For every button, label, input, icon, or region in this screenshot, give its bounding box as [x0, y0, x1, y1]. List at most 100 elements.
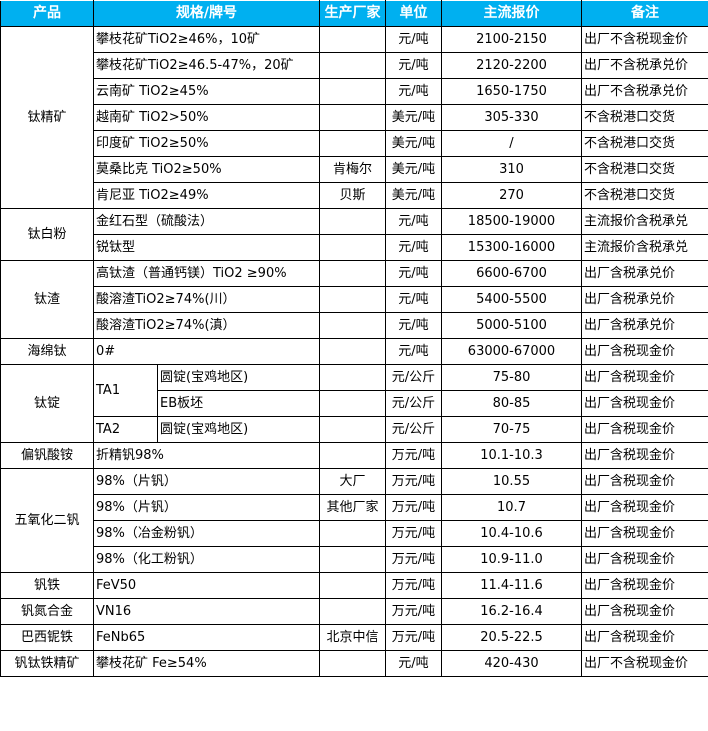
price-cell: 420-430	[441, 650, 582, 677]
maker-cell	[319, 520, 386, 547]
maker-cell	[319, 78, 386, 105]
note-cell: 出厂含税现金价	[581, 546, 708, 573]
product-cell: 钛渣	[0, 260, 94, 339]
product-cell: 钒氮合金	[0, 598, 94, 625]
unit-cell: 元/公斤	[385, 390, 442, 417]
price-cell: 5000-5100	[441, 312, 582, 339]
price-cell: 6600-6700	[441, 260, 582, 287]
unit-cell: 元/吨	[385, 78, 442, 105]
price-cell: 70-75	[441, 416, 582, 443]
maker-cell	[319, 26, 386, 53]
maker-cell	[319, 130, 386, 157]
header-unit: 单位	[385, 0, 442, 27]
spec-cell: 98%（化工粉钒）	[93, 546, 320, 573]
unit-cell: 美元/吨	[385, 104, 442, 131]
product-cell: 钛白粉	[0, 208, 94, 261]
note-cell: 不含税港口交货	[581, 182, 708, 209]
table-row: 印度矿 TiO2≥50% 美元/吨 / 不含税港口交货	[1, 130, 708, 157]
unit-cell: 万元/吨	[385, 598, 442, 625]
maker-cell	[319, 598, 386, 625]
note-cell: 出厂含税承兑价	[581, 286, 708, 313]
table-row: 钛锭 TA1 圆锭(宝鸡地区) 元/公斤 75-80 出厂含税现金价	[0, 364, 708, 443]
price-cell: 75-80	[441, 364, 582, 391]
table-row: 酸溶渣TiO2≥74%(滇） 元/吨 5000-5100 出厂含税承兑价	[1, 312, 708, 339]
maker-cell: 其他厂家	[319, 494, 386, 521]
note-cell: 主流报价含税承兑	[581, 234, 708, 261]
header-maker: 生产厂家	[319, 0, 386, 27]
maker-cell	[319, 338, 386, 365]
header-price: 主流报价	[441, 0, 582, 27]
note-cell: 出厂含税现金价	[581, 338, 708, 365]
spec-cell: 攀枝花矿 Fe≥54%	[93, 650, 320, 677]
table-row: 云南矿 TiO2≥45% 元/吨 1650-1750 出厂不含税承兑价	[1, 78, 708, 105]
unit-cell: 万元/吨	[385, 442, 442, 469]
spec-cell: 高钛渣（普通钙镁）TiO2 ≥90%	[93, 260, 320, 287]
spec-cell: 越南矿 TiO2>50%	[93, 104, 320, 131]
unit-cell: 美元/吨	[385, 182, 442, 209]
maker-cell	[319, 312, 386, 339]
spec-cell: 98%（片钒）	[93, 468, 320, 495]
maker-cell	[319, 442, 386, 469]
grade-cell: TA2	[93, 416, 158, 443]
product-cell: 钒铁	[0, 572, 94, 599]
table-row: 五氧化二钒 98%（片钒） 大厂 万元/吨 10.55 出厂含税现金价	[0, 468, 708, 573]
unit-cell: 万元/吨	[385, 624, 442, 651]
table-row: 莫桑比克 TiO2≥50% 肯梅尔 美元/吨 310 不含税港口交货	[1, 156, 708, 183]
price-cell: 2100-2150	[441, 26, 582, 53]
unit-cell: 万元/吨	[385, 520, 442, 547]
spec-cell: 圆锭(宝鸡地区)	[157, 364, 320, 391]
grade-cell: TA1	[93, 364, 158, 417]
spec-cell: FeV50	[93, 572, 320, 599]
spec-cell: 0#	[93, 338, 320, 365]
spec-cell: 酸溶渣TiO2≥74%(滇）	[93, 312, 320, 339]
maker-cell	[319, 390, 386, 417]
spec-cell: 印度矿 TiO2≥50%	[93, 130, 320, 157]
note-cell: 出厂含税承兑价	[581, 260, 708, 287]
unit-cell: 元/吨	[385, 52, 442, 79]
table-row: 钒铁 FeV50 万元/吨 11.4-11.6 出厂含税现金价	[0, 572, 708, 599]
price-cell: 2120-2200	[441, 52, 582, 79]
spec-cell: 金红石型（硫酸法）	[93, 208, 320, 235]
unit-cell: 万元/吨	[385, 546, 442, 573]
note-cell: 出厂不含税现金价	[581, 650, 708, 677]
price-cell: 63000-67000	[441, 338, 582, 365]
maker-cell	[319, 104, 386, 131]
table-row: 钒氮合金 VN16 万元/吨 16.2-16.4 出厂含税现金价	[0, 598, 708, 625]
table-row: 钛渣 高钛渣（普通钙镁）TiO2 ≥90% 元/吨 6600-6700 出厂含税承兑价	[0, 260, 708, 339]
table-row: 攀枝花矿TiO2≥46.5-47%，20矿 元/吨 2120-2200 出厂不含税承兑…	[1, 52, 708, 79]
spec-cell: 云南矿 TiO2≥45%	[93, 78, 320, 105]
price-cell: 18500-19000	[441, 208, 582, 235]
spec-cell: 攀枝花矿TiO2≥46%，10矿	[93, 26, 320, 53]
maker-cell	[319, 572, 386, 599]
spec-cell: EB板坯	[157, 390, 320, 417]
product-cell: 钒钛铁精矿	[0, 650, 94, 677]
product-cell: 钛精矿	[0, 26, 94, 209]
header-note: 备注	[581, 0, 708, 27]
table-row: 肯尼亚 TiO2≥49% 贝斯 美元/吨 270 不含税港口交货	[1, 182, 708, 209]
unit-cell: 万元/吨	[385, 572, 442, 599]
spec-cell: VN16	[93, 598, 320, 625]
price-cell: 305-330	[441, 104, 582, 131]
unit-cell: 元/吨	[385, 312, 442, 339]
header-row: 产品 规格/牌号 生产厂家 单位 主流报价 备注	[0, 0, 708, 27]
maker-cell: 大厂	[319, 468, 386, 495]
unit-cell: 元/吨	[385, 26, 442, 53]
note-cell: 出厂含税现金价	[581, 364, 708, 391]
note-cell: 出厂含税现金价	[581, 624, 708, 651]
note-cell: 出厂含税现金价	[581, 598, 708, 625]
table-row: 越南矿 TiO2>50% 美元/吨 305-330 不含税港口交货	[1, 104, 708, 131]
maker-cell	[319, 208, 386, 235]
table-row: 钛白粉 金红石型（硫酸法） 元/吨 18500-19000 主流报价含税承兑	[0, 208, 708, 261]
price-cell: 10.1-10.3	[441, 442, 582, 469]
unit-cell: 元/公斤	[385, 416, 442, 443]
spec-cell: FeNb65	[93, 624, 320, 651]
price-cell: 5400-5500	[441, 286, 582, 313]
spec-cell: 酸溶渣TiO2≥74%(川）	[93, 286, 320, 313]
note-cell: 出厂含税现金价	[581, 390, 708, 417]
table-row: 海绵钛 0# 元/吨 63000-67000 出厂含税现金价	[0, 338, 708, 365]
header-product: 产品	[0, 0, 94, 27]
unit-cell: 元/吨	[385, 234, 442, 261]
maker-cell	[319, 650, 386, 677]
price-cell: 270	[441, 182, 582, 209]
table-row: 98%（化工粉钒） 万元/吨 10.9-11.0 出厂含税现金价	[1, 546, 708, 573]
